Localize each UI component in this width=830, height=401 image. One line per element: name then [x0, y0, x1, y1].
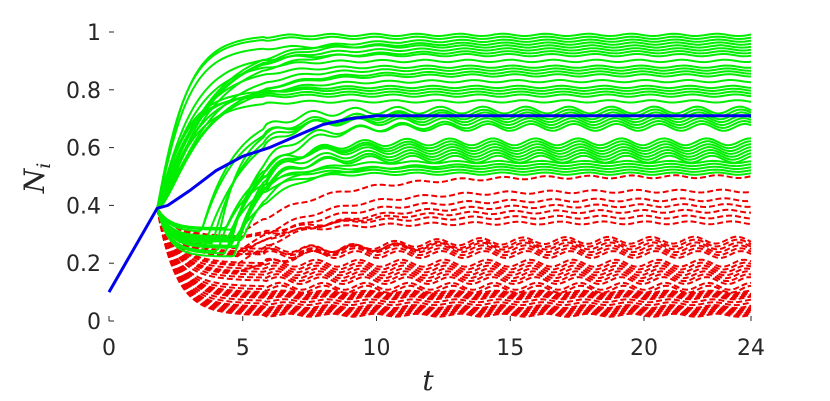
upper-trajectory-29	[156, 145, 752, 243]
y-axis-label: Ni	[18, 163, 55, 195]
lower-trajectory-5	[156, 207, 752, 239]
upper-trajectory-18	[156, 99, 752, 209]
x-tick-label-2: 10	[363, 336, 391, 361]
lower-trajectory-34	[156, 208, 752, 317]
lower-trajectory-16	[156, 207, 752, 277]
x-tick-labels: 0 5 10 15 20 24	[102, 336, 765, 361]
upper-trajectory-5	[156, 47, 752, 210]
y-axis-label-subscript: i	[33, 163, 55, 169]
upper-trajectory-19	[156, 105, 752, 233]
lower-trajectory-14	[156, 207, 752, 271]
lower-trajectory-13	[156, 207, 752, 268]
upper-trajectory-35	[156, 165, 752, 240]
upper-trajectory-37	[156, 171, 752, 231]
lower-trajectory-30	[156, 208, 752, 311]
lower-trajectory-2	[156, 197, 752, 258]
lower-trajectory-0	[156, 174, 752, 238]
upper-trajectory-24	[156, 119, 752, 239]
lower-trajectory-35	[156, 208, 752, 318]
lower-trajectory-32	[156, 208, 752, 314]
upper-trajectory-30	[156, 148, 752, 253]
upper-trajectory-4	[156, 44, 752, 209]
lower-trajectory-4	[156, 207, 751, 254]
lower-trajectory-25	[156, 208, 752, 299]
lower-trajectory-3	[156, 203, 752, 266]
upper-trajectory-9	[156, 64, 752, 209]
lower-trajectory-31	[156, 208, 752, 312]
upper-trajectory-2	[156, 38, 752, 209]
x-tick-label-0: 0	[102, 336, 116, 361]
lower-trajectory-11	[156, 207, 752, 257]
upper-trajectory-17	[156, 93, 752, 209]
upper-trajectory-6	[156, 50, 752, 209]
upper-trajectory-25	[156, 122, 752, 247]
lower-trajectory-17	[156, 208, 752, 280]
lower-trajectory-33	[156, 208, 752, 315]
y-tick-label-2: 0.4	[66, 194, 101, 219]
y-axis-label-main: N	[18, 167, 51, 194]
lower-trajectory-27	[156, 208, 752, 304]
lower-trajectory-28	[156, 208, 752, 307]
series-layer	[107, 32, 752, 318]
upper-trajectory-36	[156, 168, 752, 229]
x-tick-label-5: 24	[737, 336, 765, 361]
upper-trajectory-8	[156, 58, 752, 209]
upper-trajectory-27	[156, 140, 752, 255]
upper-trajectory-34	[156, 162, 752, 249]
upper-trajectory-23	[156, 117, 752, 243]
x-axis-label: t	[422, 364, 434, 397]
lower-trajectory-24	[156, 208, 752, 298]
upper-trajectory-3	[156, 41, 752, 209]
lower-trajectory-22	[156, 208, 752, 295]
upper-trajectory-15	[156, 87, 752, 209]
upper-trajectory-28	[156, 143, 752, 249]
x-tick-label-4: 20	[630, 336, 658, 361]
lower-trajectory-20	[156, 208, 752, 291]
lower-trajectory-23	[156, 208, 752, 297]
lower-trajectory-18	[156, 208, 752, 283]
x-tick-label-3: 15	[496, 336, 524, 361]
lower-trajectory-6	[156, 207, 752, 240]
lower-trajectory-12	[156, 207, 752, 260]
lower-trajectory-19	[156, 208, 751, 286]
y-tick-labels: 0 0.2 0.4 0.6 0.8 1	[66, 21, 101, 335]
upper-trajectory-0	[156, 32, 752, 209]
upper-trajectory-31	[156, 151, 752, 258]
lower-trajectory-21	[156, 208, 752, 294]
axes-layer	[108, 31, 752, 322]
lower-trajectory-26	[156, 208, 752, 301]
upper-trajectory-1	[156, 35, 752, 209]
lower-trajectory-1	[156, 188, 752, 254]
y-tick-label-3: 0.6	[66, 137, 101, 162]
lower-trajectory-15	[156, 207, 752, 274]
upper-trajectory-16	[156, 90, 752, 209]
x-tick-label-1: 5	[236, 336, 250, 361]
y-tick-label-5: 1	[87, 21, 101, 46]
upper-trajectory-7	[156, 52, 752, 209]
lower-trajectory-7	[156, 207, 752, 274]
upper-trajectory-10	[156, 67, 751, 210]
lower-trajectory-9	[156, 207, 752, 256]
mean-trajectory	[107, 114, 751, 293]
upper-trajectory-14	[156, 84, 752, 209]
y-tick-label-0: 0	[87, 310, 101, 335]
lower-trajectory-29	[156, 208, 752, 310]
y-tick-label-4: 0.8	[66, 79, 101, 104]
lower-trajectory-8	[156, 207, 752, 273]
y-tick-label-1: 0.2	[66, 252, 101, 277]
lower-trajectory-10	[156, 207, 752, 254]
